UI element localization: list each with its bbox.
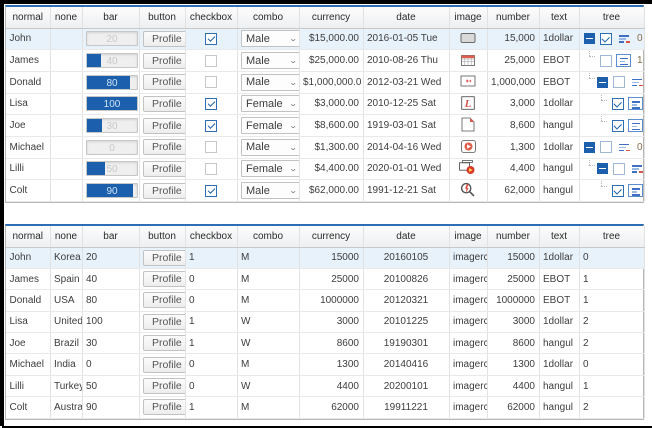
svg-text:L: L — [464, 98, 472, 110]
